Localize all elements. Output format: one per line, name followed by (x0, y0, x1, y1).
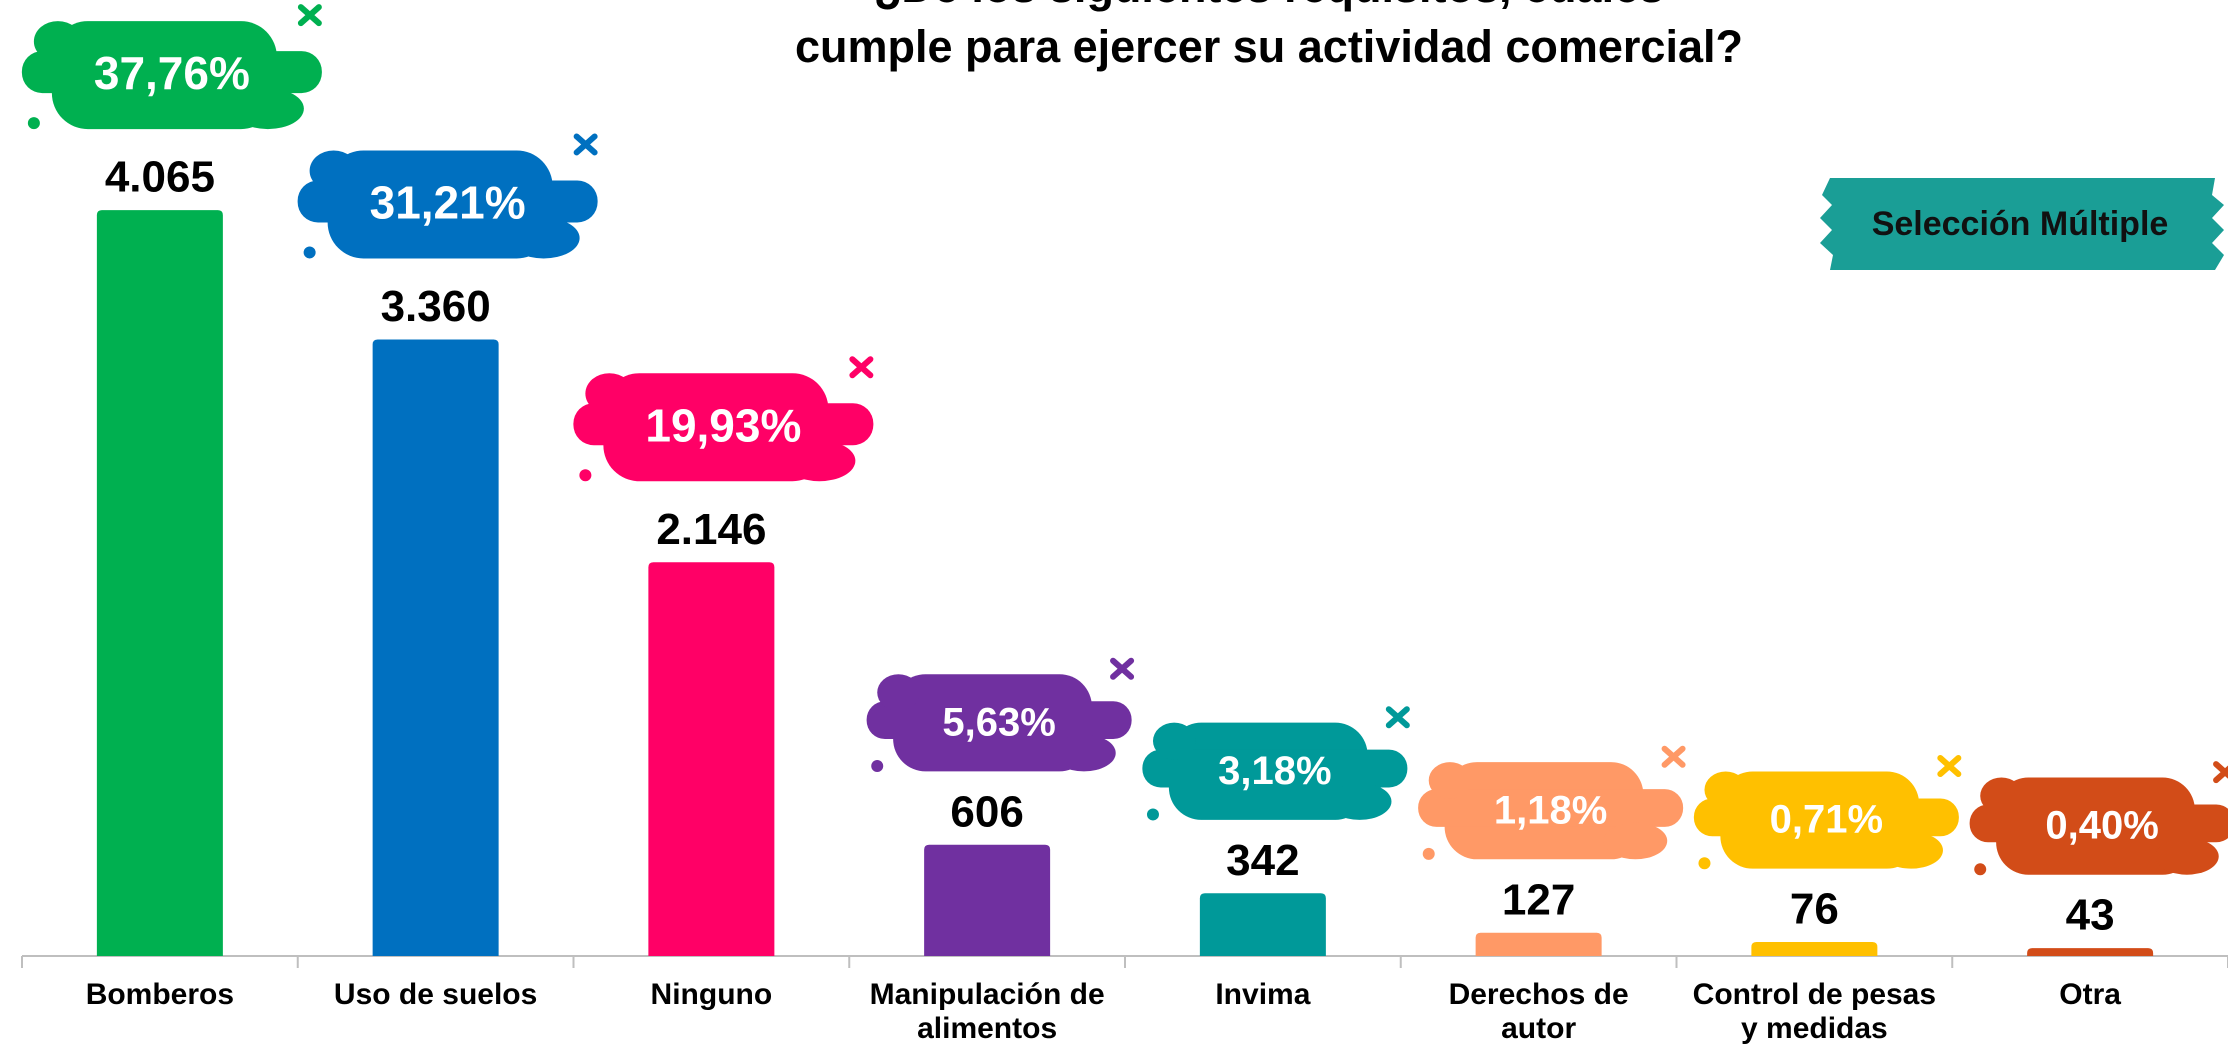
share-label: 3,18% (1218, 749, 1331, 793)
cloud-dot (28, 117, 40, 129)
share-label: 5,63% (942, 700, 1055, 744)
cloud-dot (1423, 848, 1435, 860)
cloud-puff (310, 150, 358, 191)
cloud-x (301, 7, 319, 23)
cloud-puff (1704, 771, 1746, 808)
cloud-puff (34, 21, 82, 62)
x-tick-label: Invima (1138, 978, 1388, 1012)
bar (1200, 893, 1326, 956)
bar (97, 210, 223, 956)
value-label: 342 (1226, 836, 1299, 885)
bar (2027, 948, 2153, 956)
badge: Selección Múltiple (1820, 178, 2224, 270)
cloud-x (577, 136, 595, 152)
x-tick-label: Control de pesas y medidas (1689, 978, 1939, 1046)
value-label: 43 (2066, 891, 2115, 940)
cloud-puff (1429, 762, 1471, 799)
x-tick-label: Uso de suelos (311, 978, 561, 1012)
value-label: 76 (1790, 885, 1839, 934)
share-label: 37,76% (94, 47, 250, 99)
x-tick-label: Derechos de autor (1414, 978, 1664, 1046)
cloud-dot (304, 246, 316, 258)
cloud-puff (877, 674, 919, 711)
cloud-dot (579, 469, 591, 481)
bar (924, 845, 1050, 956)
cloud-puff (1052, 735, 1116, 772)
cloud-dot (1698, 857, 1710, 869)
share-label: 31,21% (370, 177, 526, 229)
cloud-dot (1147, 808, 1159, 820)
bar (373, 339, 499, 956)
cloud-x (1665, 749, 1683, 765)
x-tick-label: Ninguno (586, 978, 836, 1012)
chart: Selección Múltiple 4.065 37,76% 3.360 31,21… (0, 0, 2228, 1046)
bar (1751, 942, 1877, 956)
bar (648, 562, 774, 956)
cloud-x (2216, 764, 2228, 780)
x-tick-label: Bomberos (35, 978, 285, 1012)
cloud-puff (2155, 838, 2219, 875)
cloud-puff (1153, 723, 1195, 760)
cloud-x (852, 359, 870, 375)
share-label: 0,71% (1770, 798, 1883, 842)
value-label: 3.360 (381, 282, 491, 331)
bar (1476, 933, 1602, 956)
value-label: 127 (1502, 875, 1575, 924)
share-label: 1,18% (1494, 788, 1607, 832)
x-tick-label: Manipulación de alimentos (862, 978, 1112, 1046)
cloud-puff (1604, 823, 1668, 860)
cloud-puff (585, 373, 633, 414)
cloud-x (1940, 758, 1958, 774)
cloud-x (1389, 709, 1407, 725)
share-label: 19,93% (645, 399, 801, 451)
cloud-dot (871, 760, 883, 772)
x-tick-label: Otra (1965, 978, 2215, 1012)
cloud-puff (1879, 832, 1943, 869)
value-label: 2.146 (656, 505, 766, 554)
cloud-puff (1980, 778, 2022, 815)
plot: Selección Múltiple 4.065 37,76% 3.360 31,21… (0, 0, 2228, 1046)
badge-text: Selección Múltiple (1872, 205, 2169, 243)
cloud-x (1113, 661, 1131, 677)
value-label: 4.065 (105, 153, 215, 202)
share-label: 0,40% (2045, 804, 2158, 848)
value-label: 606 (950, 787, 1023, 836)
chart-title: ¿De los siguientes requisitos, cuáles cu… (789, 0, 1749, 77)
cloud-puff (1328, 783, 1392, 820)
cloud-dot (1974, 863, 1986, 875)
